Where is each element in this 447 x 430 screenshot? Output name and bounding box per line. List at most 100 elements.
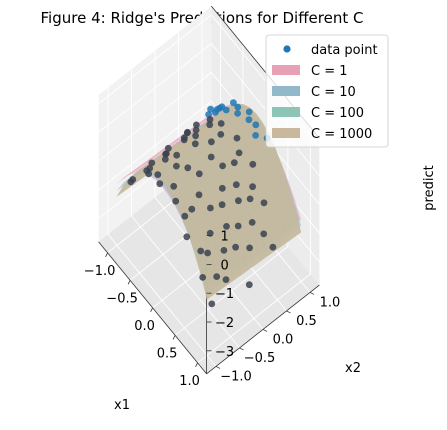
data-point xyxy=(170,182,178,190)
tick-labels: −1.0−0.50.00.51.0 −1.0−0.50.00.51.0−3−2−1… xyxy=(84,230,341,389)
data-point xyxy=(180,136,188,144)
y-tick-mark xyxy=(262,329,268,332)
data-point xyxy=(235,197,242,205)
data-point xyxy=(207,204,214,212)
x-axis-label: x1 xyxy=(114,398,130,413)
legend-label: C = 1 xyxy=(311,64,348,79)
data-point xyxy=(213,106,221,113)
data-point xyxy=(145,170,153,178)
z-tick-label: 0 xyxy=(220,258,228,273)
data-point xyxy=(252,121,260,129)
legend-label: C = 1000 xyxy=(311,127,372,142)
data-point xyxy=(156,180,164,188)
legend-swatch xyxy=(272,65,300,75)
grid-line-z xyxy=(98,71,320,205)
data-point xyxy=(204,249,212,257)
data-point xyxy=(230,99,237,107)
data-point xyxy=(252,132,259,139)
legend-swatch xyxy=(272,107,300,117)
data-point xyxy=(217,131,225,138)
x-tick-label: −0.5 xyxy=(106,291,138,306)
y-tick-mark xyxy=(215,366,221,369)
data-point xyxy=(208,300,216,308)
data-point xyxy=(208,138,215,146)
data-point xyxy=(269,243,277,251)
data-point xyxy=(260,230,268,238)
y-tick-mark xyxy=(286,310,291,314)
data-point xyxy=(195,170,203,178)
data-point xyxy=(173,162,180,170)
x-tick-label: 1.0 xyxy=(179,374,200,389)
y-tick-label: 0.5 xyxy=(296,314,317,329)
data-point xyxy=(191,140,199,148)
x-tick-mark xyxy=(105,252,108,258)
y-tick-label: 0.0 xyxy=(273,332,294,347)
legend-label-data-point: data point xyxy=(311,43,378,58)
data-point xyxy=(245,281,253,289)
legend-swatch xyxy=(272,128,300,138)
x-tick-label: −1.0 xyxy=(84,264,116,279)
data-point xyxy=(218,201,226,209)
data-point xyxy=(207,105,215,113)
legend: data point C = 1 C = 10 C = 100 C = 1000 xyxy=(265,34,389,148)
data-point xyxy=(232,243,240,251)
data-point xyxy=(195,191,203,199)
data-point xyxy=(217,120,225,127)
data-point xyxy=(235,149,243,157)
z-tick-label: −3 xyxy=(215,345,234,360)
data-point xyxy=(206,229,214,237)
data-point xyxy=(207,153,215,161)
legend-label: C = 10 xyxy=(311,85,356,100)
y-tick-label: −1.0 xyxy=(220,369,252,384)
data-point xyxy=(129,176,137,183)
legend-frame xyxy=(265,34,389,148)
data-point xyxy=(245,108,253,116)
data-point xyxy=(234,222,242,230)
data-point xyxy=(164,144,172,152)
data-point xyxy=(249,183,256,191)
data-point xyxy=(220,247,228,254)
data-point xyxy=(246,244,254,252)
data-point xyxy=(206,116,214,123)
data-point xyxy=(260,199,268,207)
x-tick-mark xyxy=(150,307,153,313)
data-point xyxy=(192,132,200,140)
data-point xyxy=(192,126,200,134)
data-point xyxy=(183,233,191,241)
data-point xyxy=(184,164,192,172)
y-axis-label: x2 xyxy=(345,361,361,376)
data-point xyxy=(230,159,238,167)
data-point xyxy=(197,247,205,255)
data-point xyxy=(218,184,226,192)
data-point xyxy=(206,121,214,129)
x-tick-mark xyxy=(195,362,198,368)
data-point xyxy=(188,205,196,213)
data-point xyxy=(199,274,207,281)
legend-label: C = 100 xyxy=(311,106,364,121)
data-point xyxy=(232,181,240,189)
data-point xyxy=(222,276,230,283)
data-point xyxy=(245,116,253,124)
data-point xyxy=(213,273,221,280)
data-point xyxy=(193,121,200,129)
grid-line-y xyxy=(131,69,240,349)
data-point xyxy=(246,195,254,203)
legend-swatch xyxy=(272,86,300,96)
data-point xyxy=(248,219,256,226)
data-point xyxy=(172,197,180,205)
y-tick-label: −0.5 xyxy=(244,351,276,366)
y-tick-label: 1.0 xyxy=(320,295,341,310)
scatter-layer xyxy=(127,99,277,308)
legend-marker-data-point xyxy=(283,45,291,53)
data-point xyxy=(219,162,227,170)
data-point xyxy=(233,134,241,142)
data-point xyxy=(234,110,242,117)
data-point xyxy=(234,103,242,111)
data-point xyxy=(173,151,181,159)
data-point xyxy=(181,212,189,220)
z-tick-label: −2 xyxy=(215,316,234,331)
data-point xyxy=(148,159,156,167)
z-tick-label: −1 xyxy=(215,287,234,302)
grid-line-x xyxy=(197,127,311,364)
